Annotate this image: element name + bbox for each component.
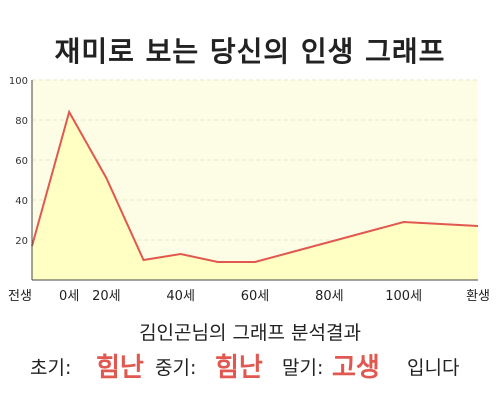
y-tick-label: 20	[15, 236, 28, 247]
late-label: 말기:	[282, 357, 324, 379]
result-summary: 초기: 힘난 중기: 힘난 말기: 고생 입니다	[0, 345, 500, 385]
x-tick-label: 0세	[59, 289, 79, 304]
x-tick-label: 환생	[466, 289, 490, 304]
y-tick-label: 80	[15, 116, 28, 127]
result-suffix: 입니다	[407, 357, 460, 379]
mid-label: 중기:	[155, 357, 197, 379]
x-tick-label: 100세	[385, 289, 422, 304]
x-tick-label: 20세	[92, 289, 121, 304]
y-tick-label: 100	[9, 76, 28, 87]
early-label: 초기:	[30, 357, 72, 379]
x-tick-label: 40세	[166, 289, 195, 304]
late-value: 고생	[332, 353, 380, 383]
x-tick-label: 80세	[315, 289, 344, 304]
y-tick-label: 40	[15, 196, 28, 207]
result-heading: 김인곤님의 그래프 분석결과	[139, 322, 361, 344]
mid-value: 힘난	[215, 353, 263, 383]
page-title: 재미로 보는 당신의 인생 그래프	[54, 35, 446, 68]
early-value: 힘난	[96, 353, 144, 383]
y-tick-label: 60	[15, 156, 28, 167]
life-graph-chart: 20 40 60 80 100 전생 0세 20세 40세 60세 80세 100세 환생	[8, 76, 490, 304]
x-tick-label: 60세	[241, 289, 270, 304]
x-tick-label: 전생	[8, 289, 32, 304]
area-fill	[32, 112, 478, 280]
